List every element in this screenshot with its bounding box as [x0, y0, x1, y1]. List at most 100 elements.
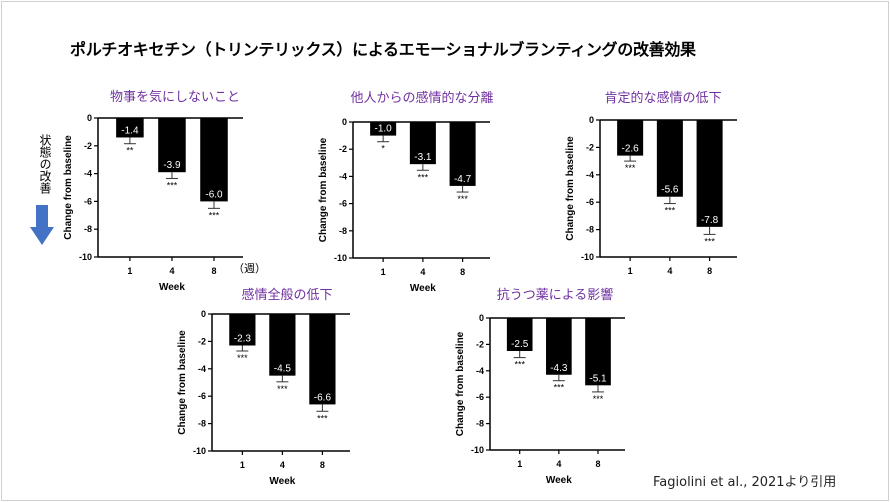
significance-marker: ***: [665, 206, 676, 216]
bar-week-8: [309, 314, 336, 405]
significance-marker: ***: [514, 360, 525, 370]
y-tick-label: 0: [589, 115, 594, 125]
y-tick-label: -6: [586, 197, 594, 207]
x-tick-label: 1: [240, 460, 245, 470]
significance-marker: ***: [457, 194, 468, 204]
y-tick-label: -8: [476, 419, 484, 429]
bar-week-8: [585, 318, 611, 386]
citation: Fagiolini et al., 2021より引用: [653, 475, 837, 490]
bar-week-1: [229, 314, 256, 346]
y-tick-label: -10: [193, 446, 206, 456]
y-tick-label: -10: [471, 445, 484, 455]
x-tick-label: 1: [127, 266, 132, 276]
x-tick-label: 8: [211, 266, 216, 276]
data-label: -6.0: [205, 189, 223, 200]
x-axis-label: Week: [269, 476, 295, 487]
y-tick-label: -6: [339, 199, 347, 209]
data-label: -7.8: [701, 215, 719, 226]
y-tick-label: -4: [84, 169, 92, 179]
data-label: -5.6: [661, 185, 679, 196]
data-label: -2.5: [511, 339, 529, 350]
significance-marker: ***: [625, 163, 636, 173]
bar-week-4: [656, 120, 683, 197]
y-tick-label: -6: [198, 391, 206, 401]
y-tick-label: -10: [581, 252, 594, 262]
significance-marker: ***: [209, 210, 220, 220]
chart-title: 他人からの感情的な分離: [350, 90, 493, 106]
x-tick-label: 8: [707, 266, 712, 276]
significance-marker: *: [381, 144, 385, 154]
significance-marker: ***: [277, 384, 288, 394]
x-tick-label: 8: [320, 460, 325, 470]
data-label: -4.5: [274, 364, 292, 375]
bar-week-4: [546, 318, 572, 375]
significance-marker: ***: [418, 172, 429, 182]
y-tick-label: -2: [476, 339, 484, 349]
x-tick-label: 1: [517, 459, 522, 469]
x-tick-label: 4: [420, 267, 425, 277]
y-axis-label: Change from baseline: [63, 135, 74, 240]
data-label: -1.0: [375, 124, 393, 135]
y-axis-label: Change from baseline: [455, 331, 466, 436]
data-label: -2.6: [622, 144, 640, 155]
y-tick-label: -8: [339, 226, 347, 236]
x-tick-label: 4: [667, 266, 672, 276]
significance-marker: ***: [704, 236, 715, 246]
y-tick-label: -10: [334, 253, 347, 263]
data-label: -3.9: [163, 160, 181, 171]
x-tick-label: 1: [381, 267, 386, 277]
x-tick-label: 8: [595, 459, 600, 469]
x-tick-label: 4: [169, 266, 174, 276]
week-unit-label: （週）: [233, 262, 266, 275]
bar-week-4: [158, 118, 186, 173]
y-tick-label: 0: [87, 113, 92, 123]
data-label: -1.4: [121, 125, 139, 136]
chart-title: 肯定的な感情の低下: [604, 90, 721, 106]
chart-title: 抗うつ薬による影響: [497, 287, 614, 303]
x-axis-label: Week: [546, 475, 572, 486]
y-axis-label: Change from baseline: [177, 330, 188, 435]
bar-week-4: [269, 314, 296, 376]
bar-week-8: [200, 118, 228, 202]
significance-marker: ***: [554, 383, 565, 393]
bar-week-1: [116, 118, 144, 138]
slide-title: ポルチオキセチン（トリンテリックス）によるエモーショナルブランティングの改善効果: [70, 40, 696, 59]
y-tick-label: -8: [84, 224, 92, 234]
y-tick-label: -10: [79, 252, 92, 262]
data-label: -5.1: [589, 373, 607, 384]
significance-marker: **: [126, 146, 134, 156]
y-tick-label: -8: [198, 419, 206, 429]
y-tick-label: 0: [201, 309, 206, 319]
significance-marker: ***: [317, 413, 328, 423]
bar-week-1: [370, 122, 397, 136]
y-tick-label: -4: [586, 170, 594, 180]
data-label: -4.7: [454, 174, 472, 185]
significance-marker: ***: [167, 180, 178, 190]
x-tick-label: 4: [556, 459, 561, 469]
data-label: -6.6: [314, 392, 332, 403]
chart-title: 物事を気にしないこと: [110, 89, 240, 105]
y-tick-label: 0: [479, 313, 484, 323]
bar-week-4: [409, 122, 436, 165]
x-tick-label: 4: [280, 460, 285, 470]
data-label: -4.3: [550, 363, 568, 374]
improvement-label: 状態の改善: [38, 134, 52, 194]
y-tick-label: -6: [476, 392, 484, 402]
y-tick-label: -4: [198, 364, 206, 374]
x-axis-label: Week: [159, 282, 185, 293]
y-tick-label: 0: [342, 117, 347, 127]
bar-week-8: [449, 122, 476, 186]
y-tick-label: -2: [198, 336, 206, 346]
bar-week-1: [506, 318, 533, 351]
bar-week-8: [696, 120, 723, 227]
y-tick-label: -2: [84, 141, 92, 151]
y-tick-label: -4: [476, 366, 484, 376]
data-label: -2.3: [234, 334, 252, 345]
y-tick-label: -6: [84, 196, 92, 206]
data-label: -3.1: [414, 152, 432, 163]
x-axis-label: Week: [410, 283, 436, 294]
y-tick-label: -4: [339, 171, 347, 181]
y-tick-label: -2: [339, 144, 347, 154]
